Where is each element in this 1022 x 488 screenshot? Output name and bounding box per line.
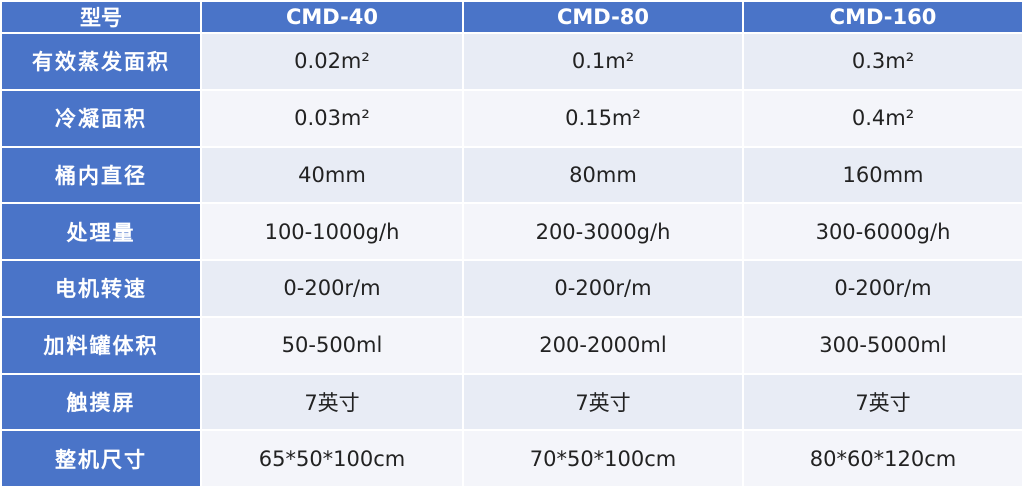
row-label: 有效蒸发面积 [0,32,202,91]
table-cell: 0.15m² [462,88,744,148]
row-label: 桶内直径 [0,145,202,205]
table-cell: 0.4m² [742,88,1022,148]
table-cell: 0-200r/m [200,259,464,318]
row-label: 电机转速 [0,259,202,318]
row-label: 触摸屏 [0,372,202,432]
table-row: 有效蒸发面积 0.02m² 0.1m² 0.3m² [0,32,1022,91]
table-cell: 100-1000g/h [200,202,464,261]
table-row: 电机转速 0-200r/m 0-200r/m 0-200r/m [0,259,1022,318]
row-label: 加料罐体积 [0,315,202,375]
table-cell: 80*60*120cm [742,429,1022,488]
table-row: 处理量 100-1000g/h 200-3000g/h 300-6000g/h [0,202,1022,261]
header-cell: CMD-80 [462,0,744,34]
table-cell: 160mm [742,145,1022,205]
table-row: 冷凝面积 0.03m² 0.15m² 0.4m² [0,88,1022,148]
row-label: 冷凝面积 [0,88,202,148]
table-cell: 80mm [462,145,744,205]
table-row: 加料罐体积 50-500ml 200-2000ml 300-5000ml [0,315,1022,375]
row-label: 整机尺寸 [0,429,202,488]
table-cell: 0.03m² [200,88,464,148]
table-cell: 7英寸 [742,372,1022,432]
table-cell: 7英寸 [462,372,744,432]
table-cell: 0.02m² [200,32,464,91]
header-cell: 型号 [0,0,202,34]
table-cell: 50-500ml [200,315,464,375]
table-body: 有效蒸发面积 0.02m² 0.1m² 0.3m² 冷凝面积 0.03m² 0.15m² 0.… [0,32,1022,488]
row-label: 处理量 [0,202,202,261]
table-cell: 300-5000ml [742,315,1022,375]
table-cell: 0-200r/m [742,259,1022,318]
table-cell: 65*50*100cm [200,429,464,488]
table-cell: 40mm [200,145,464,205]
header-cell: CMD-160 [742,0,1022,34]
header-row: 型号 CMD-40 CMD-80 CMD-160 [0,0,1022,34]
table-cell: 7英寸 [200,372,464,432]
table-cell: 200-3000g/h [462,202,744,261]
table-cell: 0.3m² [742,32,1022,91]
table-row: 触摸屏 7英寸 7英寸 7英寸 [0,372,1022,432]
table-cell: 0-200r/m [462,259,744,318]
table-cell: 0.1m² [462,32,744,91]
table-row: 桶内直径 40mm 80mm 160mm [0,145,1022,205]
header-cell: CMD-40 [200,0,464,34]
table-row: 整机尺寸 65*50*100cm 70*50*100cm 80*60*120cm [0,429,1022,488]
table-cell: 300-6000g/h [742,202,1022,261]
table-cell: 70*50*100cm [462,429,744,488]
table-cell: 200-2000ml [462,315,744,375]
